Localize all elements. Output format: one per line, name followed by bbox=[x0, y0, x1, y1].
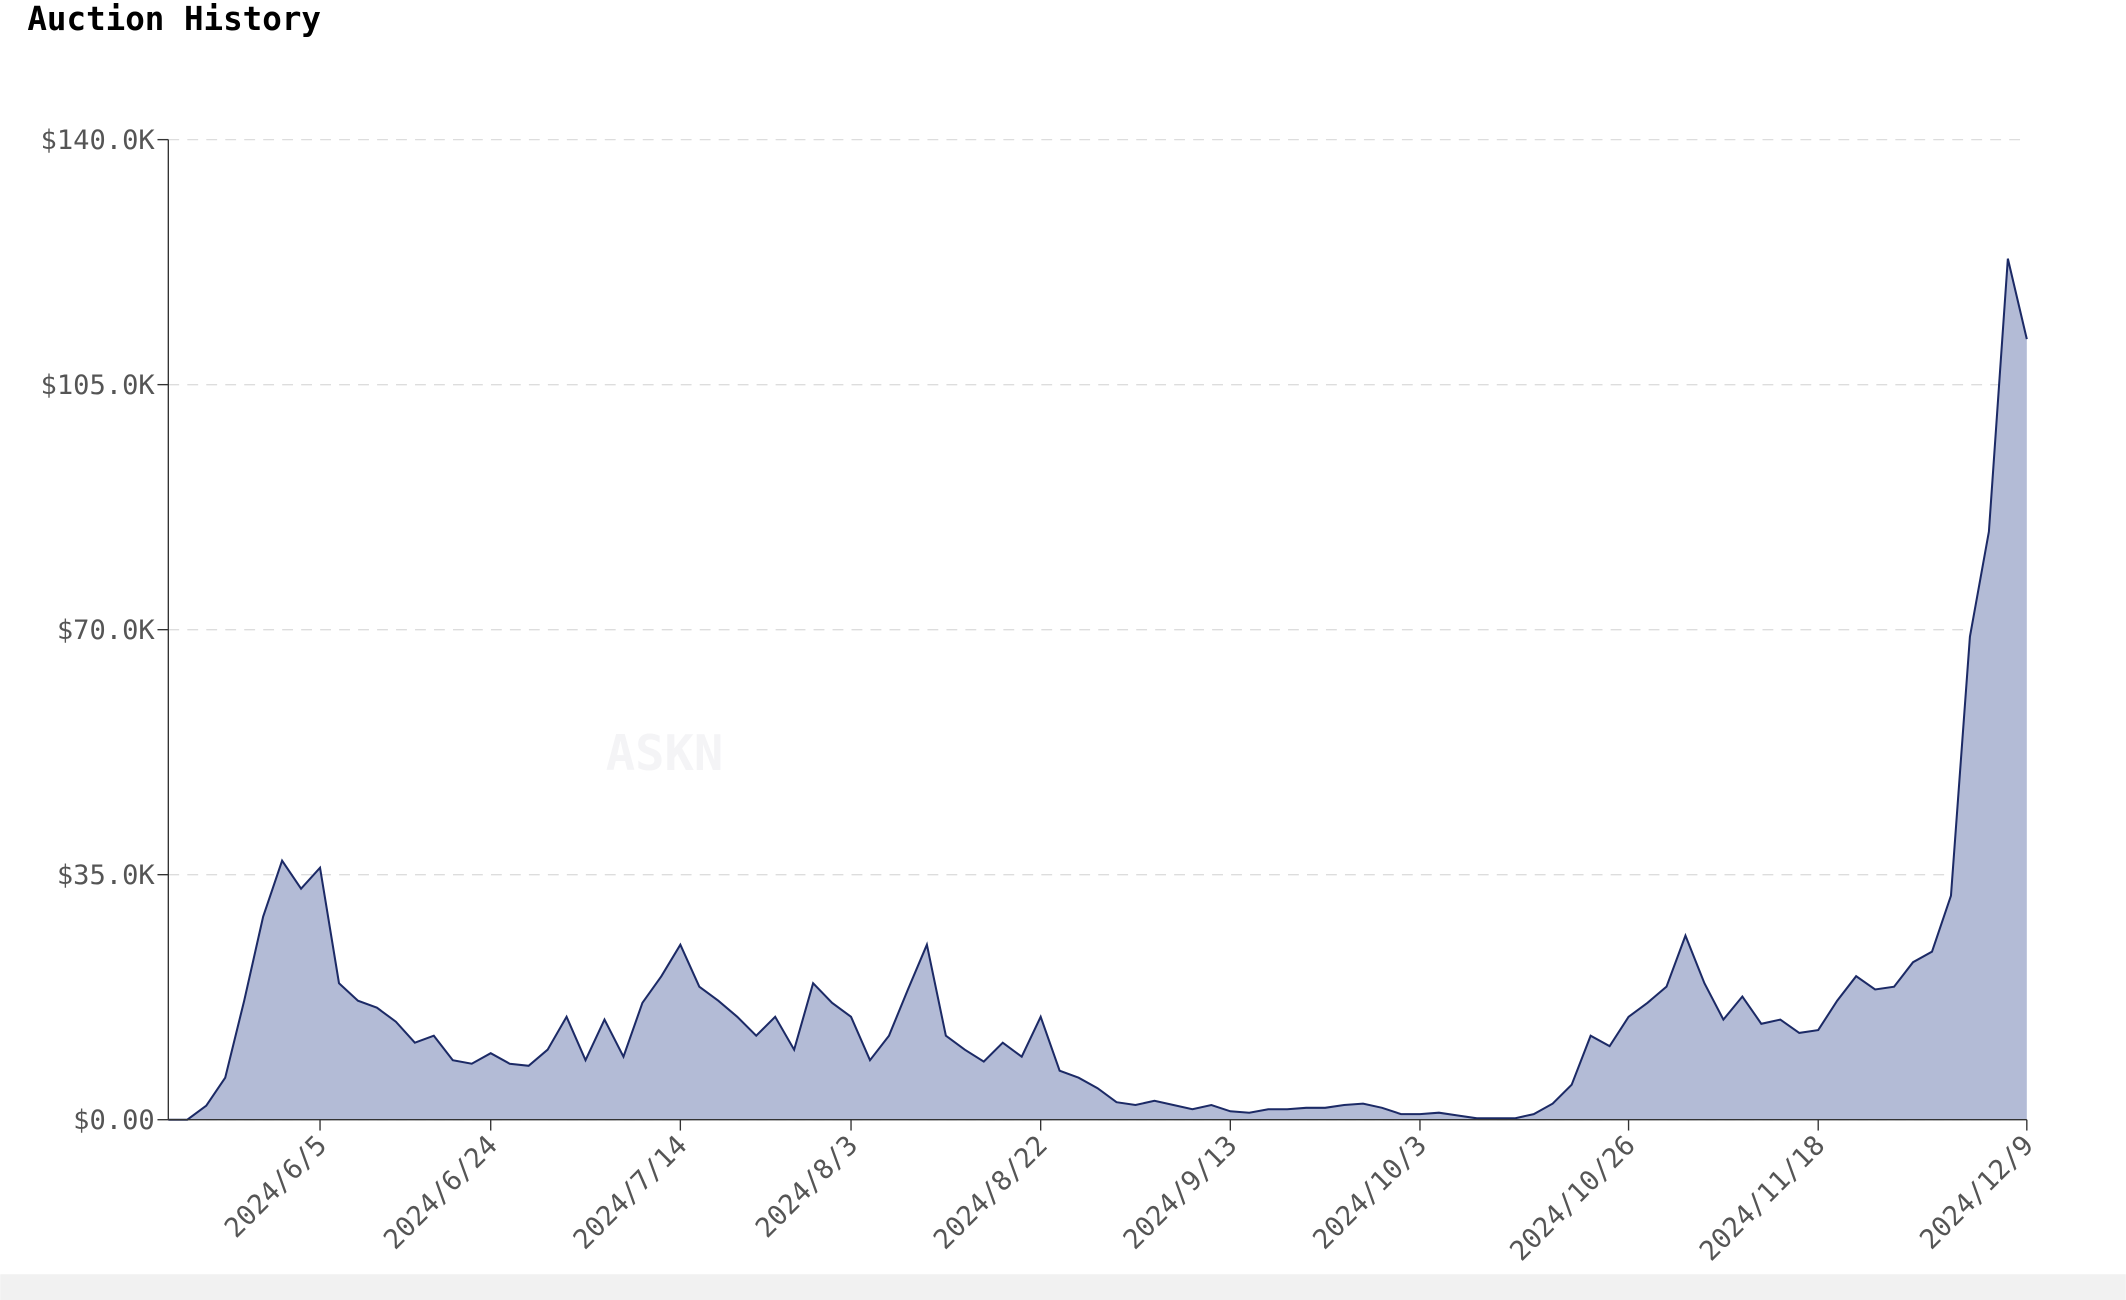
y-tick-label: $0.00 bbox=[73, 1105, 155, 1136]
x-tick-label: 2024/9/13 bbox=[1118, 1130, 1244, 1256]
x-tick-label: 2024/6/24 bbox=[378, 1130, 504, 1256]
x-tick-label: 2024/8/22 bbox=[928, 1130, 1054, 1256]
chart-title: Auction History bbox=[27, 0, 321, 38]
x-tick-label: 2024/6/5 bbox=[219, 1130, 333, 1244]
area-fill bbox=[168, 258, 2027, 1120]
x-tick-label: 2024/10/3 bbox=[1307, 1130, 1433, 1256]
y-tick-label: $140.0K bbox=[41, 125, 156, 156]
y-tick-label: $35.0K bbox=[57, 860, 156, 891]
x-tick-label: 2024/11/18 bbox=[1694, 1130, 1831, 1267]
x-tick-label: 2024/10/26 bbox=[1504, 1130, 1641, 1267]
y-tick-label: $70.0K bbox=[57, 615, 156, 646]
area-line bbox=[168, 258, 2028, 1121]
x-tick-label: 2024/7/14 bbox=[568, 1130, 694, 1256]
y-tick-label: $105.0K bbox=[41, 370, 156, 401]
watermark: ASKN bbox=[606, 725, 724, 782]
x-tick-label: 2024/8/3 bbox=[750, 1130, 864, 1244]
bottom-bar bbox=[0, 1274, 2126, 1300]
x-tick-label: 2024/12/9 bbox=[1914, 1130, 2040, 1256]
